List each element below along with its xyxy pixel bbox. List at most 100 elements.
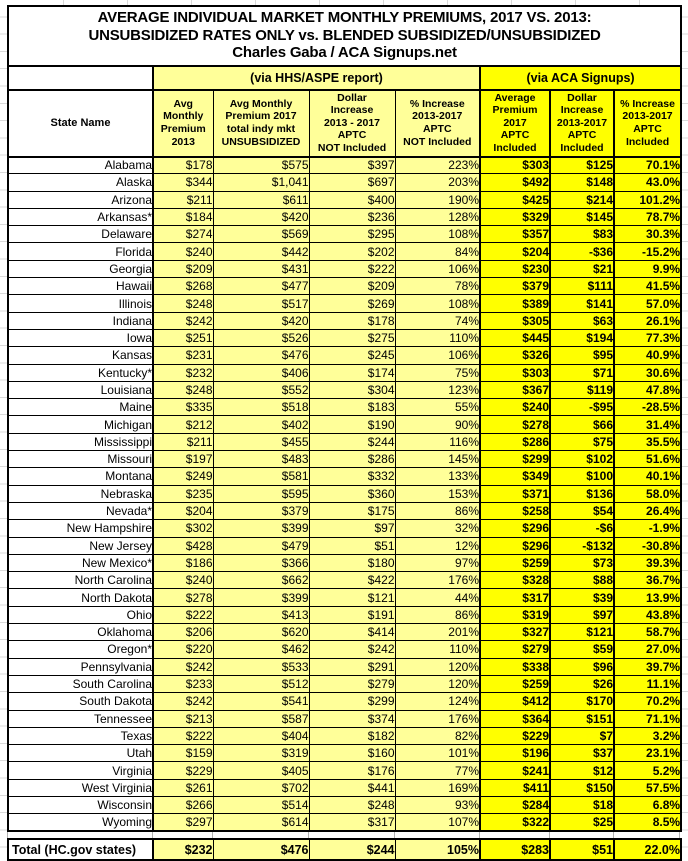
value-cell: $595 [212, 484, 310, 503]
value-cell: $364 [479, 709, 551, 728]
value-cell: $242 [152, 692, 214, 711]
value-cell: $431 [212, 259, 310, 279]
value-cell: $66 [549, 415, 615, 434]
table-row: Maine $335 $518 $183 55% $240 -$95 -28.5% [7, 398, 683, 417]
value-cell: $186 [152, 553, 214, 573]
table-row: Louisiana $248 $552 $304 123% $367 $119 47.8% [7, 380, 683, 400]
value-cell: 3.2% [612, 726, 683, 746]
value-cell: $191 [308, 605, 396, 625]
value-cell: $296 [479, 519, 551, 538]
state-name-cell: Maine [7, 398, 154, 417]
value-cell: 12% [394, 536, 481, 555]
value-cell: $268 [152, 277, 214, 296]
value-cell: $283 [479, 838, 551, 861]
value-cell: $379 [479, 277, 551, 296]
value-cell: $222 [152, 605, 214, 625]
state-name-cell: New Mexico* [7, 553, 154, 573]
value-cell: $241 [479, 761, 551, 780]
value-cell: 32% [394, 519, 481, 538]
value-cell: $266 [152, 795, 214, 815]
value-cell: $274 [152, 225, 214, 244]
table-row: Ohio $222 $413 $191 86% $319 $97 43.8% [7, 605, 683, 625]
value-cell: $97 [549, 605, 615, 625]
value-cell: $175 [308, 501, 396, 521]
value-cell: $242 [308, 640, 396, 659]
value-cell: 44% [394, 588, 481, 607]
col-header-dollar-increase-aptc: Dollar Increase 2013-2017 APTC Included [549, 88, 615, 158]
value-cell: $517 [212, 294, 310, 313]
value-cell: $412 [479, 692, 551, 711]
value-cell: $229 [152, 761, 214, 780]
value-cell: 116% [394, 432, 481, 452]
value-cell: $371 [479, 484, 551, 503]
value-cell: $299 [479, 450, 551, 469]
value-cell: 78.7% [612, 207, 683, 227]
value-cell: -15.2% [612, 242, 683, 261]
state-name-cell: Utah [7, 744, 154, 763]
value-cell: $697 [308, 173, 396, 192]
value-cell: 13.9% [612, 588, 683, 607]
value-cell: 120% [394, 674, 481, 694]
value-cell: $297 [152, 813, 214, 832]
value-cell: $21 [549, 259, 615, 279]
value-cell: $526 [212, 328, 310, 348]
value-cell: $317 [308, 813, 396, 832]
state-name-cell: Kansas [7, 346, 154, 365]
value-cell: 57.5% [612, 778, 683, 797]
spreadsheet-gap-row [7, 832, 680, 839]
value-cell: $136 [549, 484, 615, 503]
value-cell: $442 [212, 242, 310, 261]
value-cell: $512 [212, 674, 310, 694]
table-row: Mississippi $211 $455 $244 116% $286 $75 35.5% [7, 432, 683, 452]
value-cell: $145 [549, 207, 615, 227]
value-cell: $121 [308, 588, 396, 607]
table-row: Tennessee $213 $587 $374 176% $364 $151 71.1% [7, 709, 683, 728]
value-cell: $209 [308, 277, 396, 296]
value-cell: $620 [212, 623, 310, 642]
value-cell: $111 [549, 277, 615, 296]
value-cell: 105% [394, 838, 481, 861]
value-cell: $71 [549, 363, 615, 382]
value-cell: $319 [212, 744, 310, 763]
group-header-hhs: (via HHS/ASPE report) [152, 64, 481, 91]
value-cell: $258 [479, 501, 551, 521]
value-cell: 23.1% [612, 744, 683, 763]
table-row: New Hampshire $302 $399 $97 32% $296 -$6 -1.9% [7, 519, 683, 538]
value-cell: 124% [394, 692, 481, 711]
value-cell: $194 [549, 328, 615, 348]
value-cell: $541 [212, 692, 310, 711]
state-name-cell: Missouri [7, 450, 154, 469]
value-cell: 101% [394, 744, 481, 763]
value-cell: $402 [212, 415, 310, 434]
value-cell: $51 [549, 838, 615, 861]
table-row: New Mexico* $186 $366 $180 97% $259 $73 39.3% [7, 553, 683, 573]
value-cell: $405 [212, 761, 310, 780]
value-cell: 84% [394, 242, 481, 261]
value-cell: -30.8% [612, 536, 683, 555]
value-cell: 133% [394, 467, 481, 486]
state-name-cell: North Dakota [7, 588, 154, 607]
table-row: Oregon* $220 $462 $242 110% $279 $59 27.0% [7, 640, 683, 659]
value-cell: 36.7% [612, 571, 683, 590]
value-cell: $119 [549, 380, 615, 400]
value-cell: 51.6% [612, 450, 683, 469]
value-cell: $232 [152, 838, 214, 861]
value-cell: $197 [152, 450, 214, 469]
value-cell: $374 [308, 709, 396, 728]
value-cell: $400 [308, 190, 396, 209]
value-cell: $240 [479, 398, 551, 417]
value-cell: $455 [212, 432, 310, 452]
value-cell: $422 [308, 571, 396, 590]
table-row: Nebraska $235 $595 $360 153% $371 $136 58.0% [7, 484, 683, 503]
state-name-cell: Iowa [7, 328, 154, 348]
value-cell: 223% [394, 155, 481, 175]
value-cell: $349 [479, 467, 551, 486]
value-cell: $240 [152, 242, 214, 261]
value-cell: $242 [152, 311, 214, 330]
value-cell: 58.0% [612, 484, 683, 503]
value-cell: $184 [152, 207, 214, 227]
value-cell: -$95 [549, 398, 615, 417]
value-cell: 8.5% [612, 813, 683, 832]
col-header-pct-increase-aptc: % Increase 2013-2017 APTC Included [612, 88, 683, 158]
value-cell: -28.5% [612, 398, 683, 417]
